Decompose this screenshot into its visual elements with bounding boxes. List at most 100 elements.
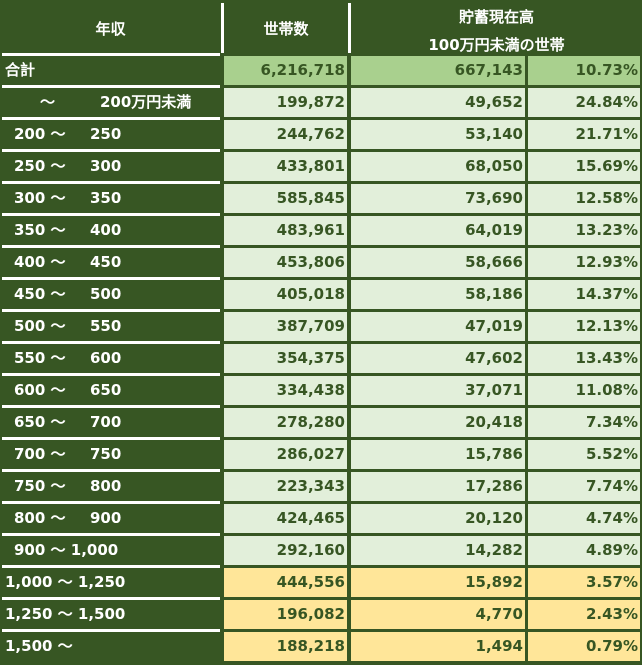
row-label-from: 750 ～ <box>14 477 66 495</box>
households-cell: 6,216,718 <box>224 56 347 85</box>
households-cell: 334,438 <box>224 376 347 405</box>
row-label: 750 ～ 800 <box>0 472 221 501</box>
under-1m-count-cell: 47,019 <box>351 312 525 341</box>
row-label-text: 1,500 ～ <box>5 637 73 655</box>
under-1m-count-cell: 49,652 <box>351 88 525 117</box>
header-savings-line2: 100万円未満の世帯 <box>428 36 565 54</box>
row-separator <box>2 469 220 472</box>
row-separator <box>2 149 220 152</box>
row-label-from: 900 ～ 1,000 <box>14 541 119 559</box>
row-label-to: 600 <box>90 349 122 367</box>
row-separator <box>2 437 220 440</box>
row-label: 300 ～ 350 <box>0 184 221 213</box>
row-separator <box>2 245 220 248</box>
under-1m-percent-cell: 5.52% <box>528 440 640 469</box>
row-label-to: 650 <box>90 381 122 399</box>
row-label-from: 350 ～ <box>14 221 66 239</box>
row-label-from: 250 ～ <box>14 157 66 175</box>
row-separator <box>2 597 220 600</box>
under-1m-percent-cell: 4.74% <box>528 504 640 533</box>
under-1m-percent-cell: 11.08% <box>528 376 640 405</box>
row-label: 250 ～ 300 <box>0 152 221 181</box>
table-row: 550 ～ 600 354,375 47,602 13.43% <box>0 344 642 373</box>
under-1m-percent-cell: 12.13% <box>528 312 640 341</box>
table-row: 700 ～ 750 286,027 15,786 5.52% <box>0 440 642 469</box>
under-1m-percent-cell: 10.73% <box>528 56 640 85</box>
header-income: 年収 <box>0 0 221 56</box>
households-cell: 199,872 <box>224 88 347 117</box>
row-separator <box>2 85 220 88</box>
households-cell: 354,375 <box>224 344 347 373</box>
under-1m-count-cell: 68,050 <box>351 152 525 181</box>
table-row: 200 ～ 250 244,762 53,140 21.71% <box>0 120 642 149</box>
header-savings-line1: 貯蓄現在高 <box>458 8 534 26</box>
households-cell: 244,762 <box>224 120 347 149</box>
under-1m-percent-cell: 7.34% <box>528 408 640 437</box>
row-label-from: 200 ～ <box>14 125 66 143</box>
households-cell: 405,018 <box>224 280 347 309</box>
row-label: 900 ～ 1,000 <box>0 536 221 565</box>
row-label: 350 ～ 400 <box>0 216 221 245</box>
under-1m-percent-cell: 0.79% <box>528 632 640 661</box>
households-cell: 188,218 <box>224 632 347 661</box>
under-1m-percent-cell: 14.37% <box>528 280 640 309</box>
row-label: 合計 <box>0 56 221 85</box>
table-row: 750 ～ 800 223,343 17,286 7.74% <box>0 472 642 501</box>
row-label-text: 合計 <box>5 61 36 79</box>
row-label-from: 400 ～ <box>14 253 66 271</box>
header-households: 世帯数 <box>224 0 348 56</box>
row-label-to: 300 <box>90 157 122 175</box>
row-separator <box>2 277 220 280</box>
table-row: 500 ～ 550 387,709 47,019 12.13% <box>0 312 642 341</box>
row-label: 700 ～ 750 <box>0 440 221 469</box>
row-label: 550 ～ 600 <box>0 344 221 373</box>
row-label-text: 1,000 ～ 1,250 <box>5 573 126 591</box>
row-label-to: 350 <box>90 189 122 207</box>
table-row: 450 ～ 500 405,018 58,186 14.37% <box>0 280 642 309</box>
row-label-to: 550 <box>90 317 122 335</box>
under-1m-count-cell: 47,602 <box>351 344 525 373</box>
under-1m-percent-cell: 15.69% <box>528 152 640 181</box>
table-row: 350 ～ 400 483,961 64,019 13.23% <box>0 216 642 245</box>
header-households-label: 世帯数 <box>263 19 309 38</box>
row-label-from: 550 ～ <box>14 349 66 367</box>
row-label: 1,250 ～ 1,500 <box>0 600 221 629</box>
row-label-from: 450 ～ <box>14 285 66 303</box>
households-cell: 453,806 <box>224 248 347 277</box>
households-cell: 286,027 <box>224 440 347 469</box>
row-label-text: 1,250 ～ 1,500 <box>5 605 126 623</box>
table-row: 800 ～ 900 424,465 20,120 4.74% <box>0 504 642 533</box>
row-label: 1,500 ～ <box>0 632 221 661</box>
table-row: 1,000 ～ 1,250 444,556 15,892 3.57% <box>0 568 642 597</box>
table-row: 合計 6,216,718 667,143 10.73% <box>0 56 642 85</box>
under-1m-percent-cell: 24.84% <box>528 88 640 117</box>
row-separator <box>2 53 220 56</box>
under-1m-count-cell: 15,786 <box>351 440 525 469</box>
row-separator <box>2 565 220 568</box>
row-label: ～ 200万円未満 <box>0 88 221 117</box>
under-1m-count-cell: 15,892 <box>351 568 525 597</box>
table-row: 1,500 ～ 188,218 1,494 0.79% <box>0 632 642 661</box>
row-label-to: 200万円未満 <box>100 93 192 111</box>
under-1m-count-cell: 14,282 <box>351 536 525 565</box>
under-1m-percent-cell: 13.23% <box>528 216 640 245</box>
row-label: 450 ～ 500 <box>0 280 221 309</box>
table-row: 900 ～ 1,000 292,160 14,282 4.89% <box>0 536 642 565</box>
table-row: 650 ～ 700 278,280 20,418 7.34% <box>0 408 642 437</box>
row-separator <box>2 373 220 376</box>
header-income-label: 年収 <box>95 19 126 38</box>
under-1m-count-cell: 667,143 <box>351 56 525 85</box>
under-1m-percent-cell: 7.74% <box>528 472 640 501</box>
row-label-from: 300 ～ <box>14 189 66 207</box>
households-cell: 196,082 <box>224 600 347 629</box>
row-label: 500 ～ 550 <box>0 312 221 341</box>
row-separator <box>2 213 220 216</box>
households-cell: 387,709 <box>224 312 347 341</box>
row-label-to: 700 <box>90 413 122 431</box>
row-label: 600 ～ 650 <box>0 376 221 405</box>
row-label: 200 ～ 250 <box>0 120 221 149</box>
table-row: 600 ～ 650 334,438 37,071 11.08% <box>0 376 642 405</box>
row-label-from: 500 ～ <box>14 317 66 335</box>
row-label-from: 650 ～ <box>14 413 66 431</box>
row-label-to: 250 <box>90 125 122 143</box>
